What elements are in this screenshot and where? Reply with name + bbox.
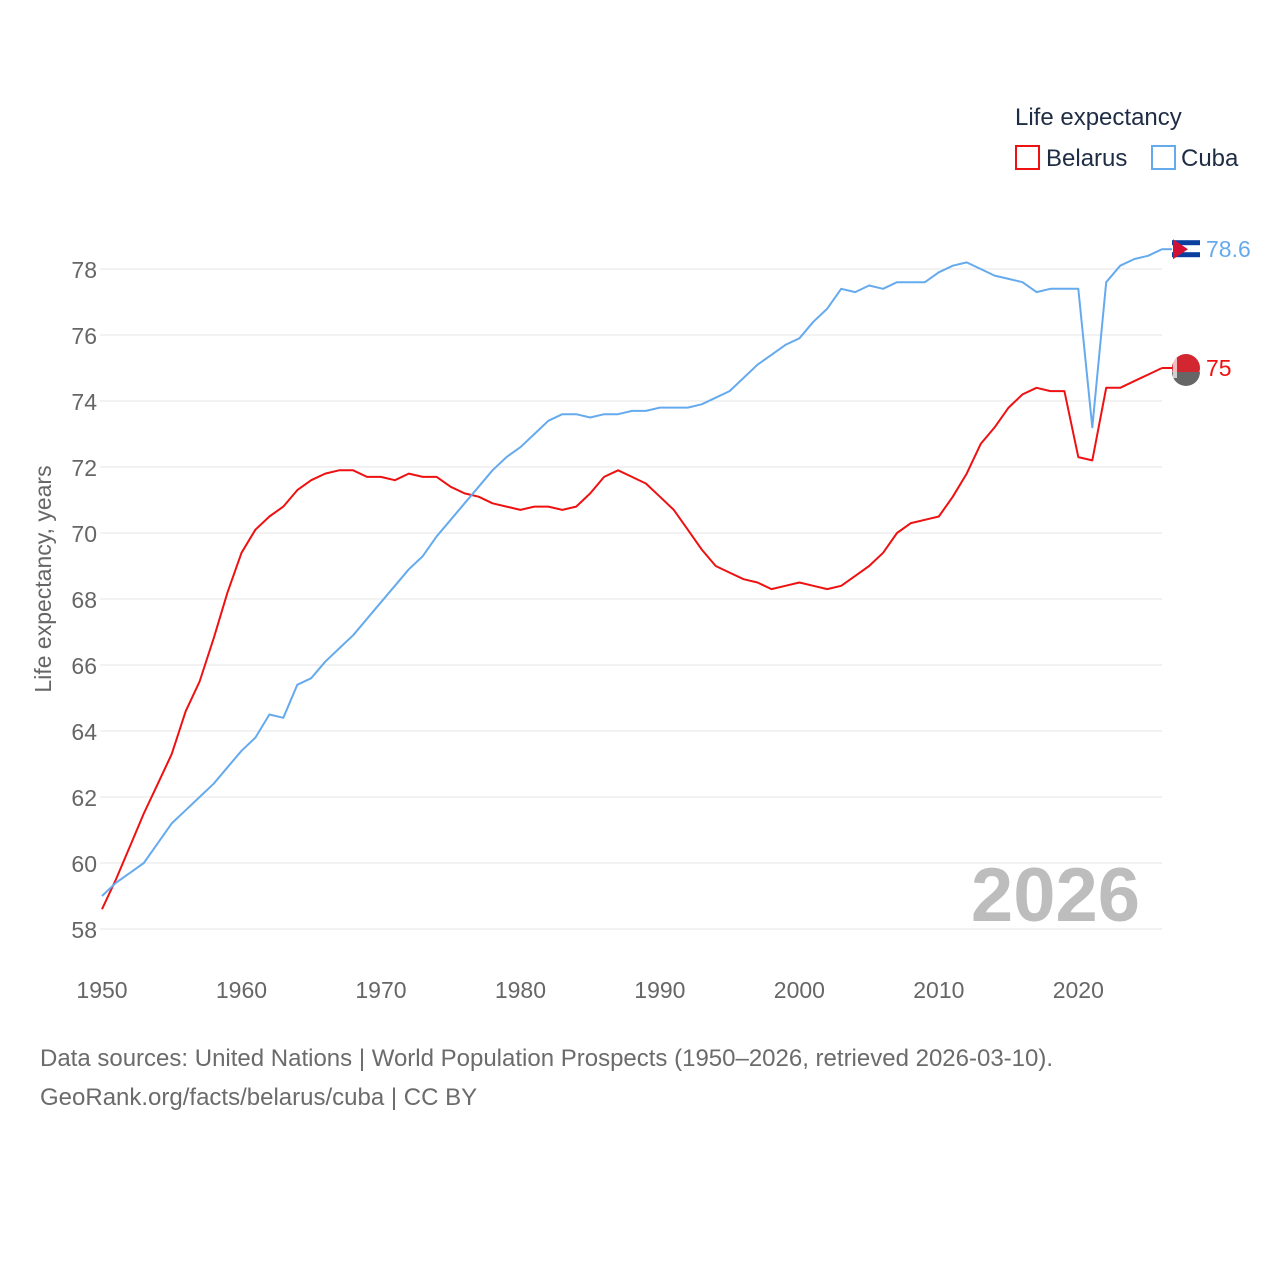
credit-link[interactable]: GeoRank.org/facts/belarus/cuba | CC BY bbox=[40, 1084, 478, 1111]
y-tick-label: 74 bbox=[71, 389, 97, 415]
cuba-flag-icon bbox=[1172, 235, 1200, 264]
series-line-belarus bbox=[101, 367, 1163, 910]
x-tick-label: 1970 bbox=[355, 977, 406, 1003]
x-tick-label: 2020 bbox=[1053, 977, 1104, 1003]
y-tick-label: 70 bbox=[71, 521, 97, 547]
x-tick-label: 1990 bbox=[634, 977, 685, 1003]
y-tick-label: 60 bbox=[71, 851, 97, 877]
legend-label-cuba[interactable]: Cuba bbox=[1181, 145, 1239, 172]
x-axis-ticks: 1950 1960 1970 1980 1990 2000 2010 2020 bbox=[76, 977, 1103, 1003]
y-axis-label: Life expectancy, years bbox=[30, 465, 56, 692]
y-tick-label: 64 bbox=[71, 719, 97, 745]
y-tick-label: 78 bbox=[71, 257, 97, 283]
series-end-markers: 75 78.6 bbox=[1162, 235, 1251, 386]
legend-swatch-belarus bbox=[1015, 145, 1040, 170]
series-lines bbox=[101, 248, 1163, 910]
y-tick-label: 66 bbox=[71, 653, 97, 679]
gridlines bbox=[100, 268, 1162, 930]
y-tick-label: 76 bbox=[71, 323, 97, 349]
x-tick-label: 1980 bbox=[495, 977, 546, 1003]
watermark-year: 2026 bbox=[971, 853, 1140, 938]
x-tick-label: 1960 bbox=[216, 977, 267, 1003]
data-source-text: Data sources: United Nations | World Pop… bbox=[40, 1045, 1054, 1072]
end-value-label: 78.6 bbox=[1206, 236, 1251, 262]
legend: Life expectancy Belarus Cuba bbox=[1015, 104, 1239, 172]
x-tick-label: 1950 bbox=[76, 977, 127, 1003]
end-value-label: 75 bbox=[1206, 355, 1232, 381]
y-tick-label: 58 bbox=[71, 917, 97, 943]
series-line-cuba bbox=[101, 248, 1163, 897]
legend-swatch-cuba bbox=[1151, 145, 1176, 170]
y-axis-ticks: 58 60 62 64 66 68 70 72 74 76 78 bbox=[71, 257, 97, 943]
belarus-flag-icon bbox=[1172, 354, 1200, 386]
y-tick-label: 72 bbox=[71, 455, 97, 481]
x-tick-label: 2010 bbox=[913, 977, 964, 1003]
x-tick-label: 2000 bbox=[774, 977, 825, 1003]
legend-label-belarus[interactable]: Belarus bbox=[1046, 145, 1127, 172]
y-tick-label: 68 bbox=[71, 587, 97, 613]
y-tick-label: 62 bbox=[71, 785, 97, 811]
legend-title: Life expectancy bbox=[1015, 104, 1182, 131]
